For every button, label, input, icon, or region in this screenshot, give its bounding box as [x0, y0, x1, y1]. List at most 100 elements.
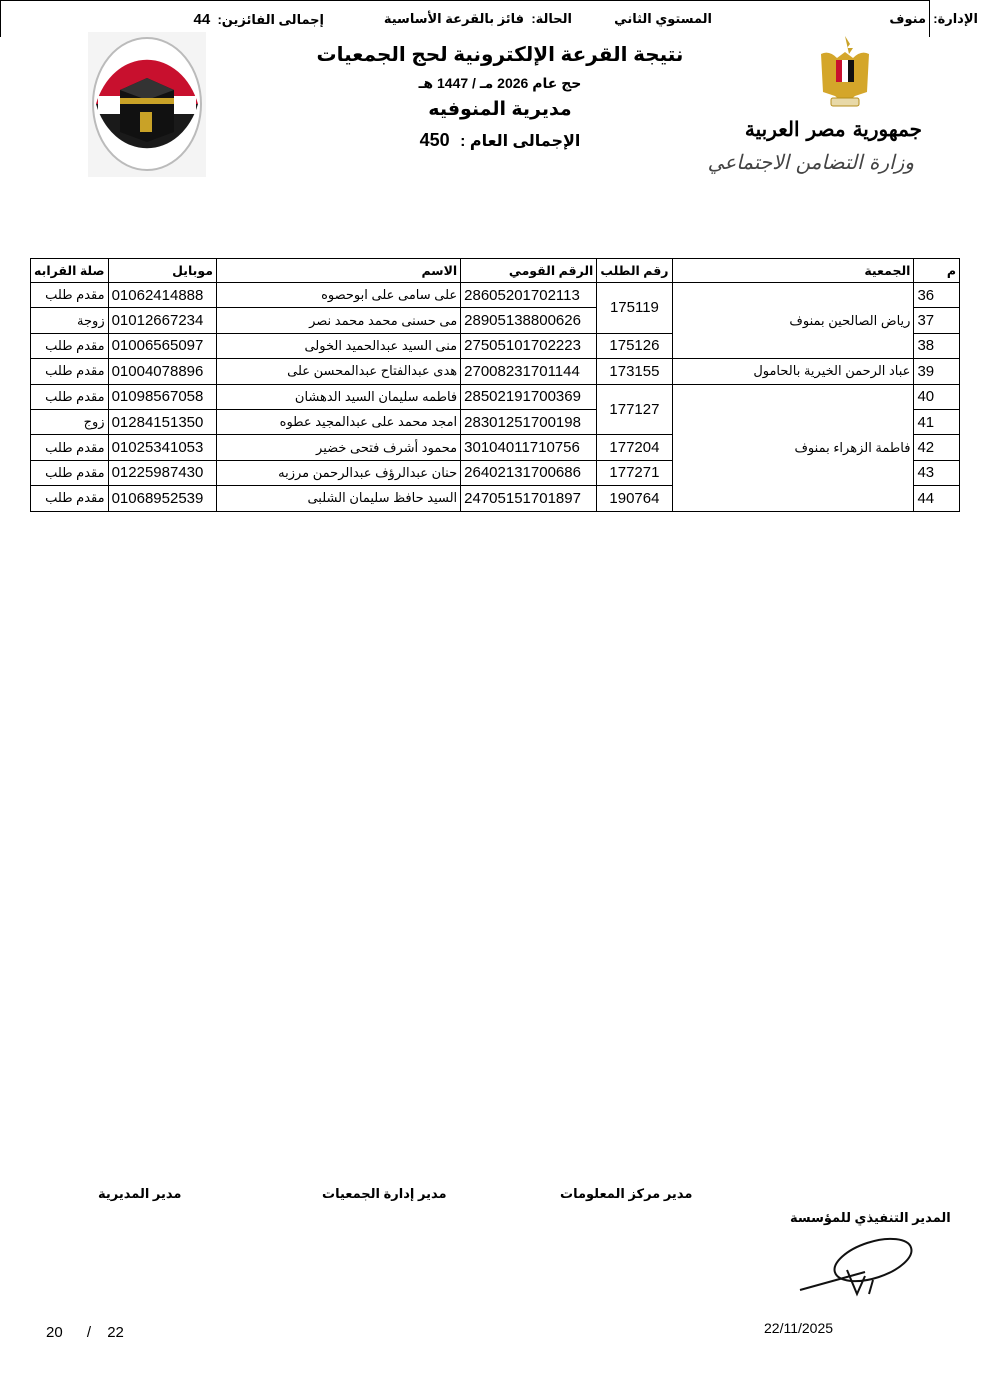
column-header: الجمعية: [671, 258, 915, 283]
page-title: نتيجة القرعة الإلكترونية لحج الجمعيات: [316, 44, 684, 66]
request-number: 190764: [596, 485, 673, 512]
person-name: منى السيد عبدالحميد الخولى: [215, 332, 462, 360]
national-id: 28301251700198: [460, 408, 598, 436]
request-number: 175126: [596, 332, 673, 360]
sig-directorate-manager: مدير المديرية: [98, 1186, 182, 1201]
person-name: محمود أشرف فتحى خضير: [215, 434, 462, 461]
grand-total-label: الإجمالى العام :: [460, 133, 581, 150]
table-row: 37 28905138800626 مى حسنى محمد محمد نصر 010…: [30, 307, 960, 334]
winners-value: 44: [193, 11, 211, 28]
person-name: فاطمه سليمان السيد الدهشان: [215, 383, 462, 410]
relation: مقدم طلب: [30, 485, 109, 512]
country-name: جمهورية مصر العربية: [744, 117, 922, 141]
directorate-name: مديرية المنوفيه: [428, 99, 572, 120]
relation: مقدم طلب: [30, 434, 109, 461]
mobile-number: 01012667234: [107, 307, 217, 334]
association-name: رياض الصالحين بمنوف: [671, 281, 915, 360]
national-id: 26402131700686: [460, 459, 598, 487]
row-number: 44: [913, 485, 960, 512]
national-id: 24705151701897: [460, 485, 598, 512]
hajj-year: حج عام 2026 مـ / 1447 هـ: [418, 75, 582, 91]
relation: زوجة: [30, 307, 109, 334]
table-row: 36 رياض الصالحين بمنوف 175119 2860520170211…: [30, 281, 960, 360]
mobile-number: 01062414888: [107, 281, 217, 309]
page-current: 20: [46, 1324, 63, 1341]
request-number: 177204: [596, 434, 673, 461]
relation: مقدم طلب: [30, 281, 109, 309]
column-header: صلة القرابه: [30, 258, 109, 283]
person-name: السيد حافظ سليمان الشلبى: [215, 485, 462, 512]
winners-label: إجمالى الفائزين:: [217, 12, 324, 27]
column-header: موبايل: [107, 258, 217, 283]
grand-total: الإجمالى العام : 450: [300, 130, 700, 151]
winners-info: إجمالى الفائزين: 44: [194, 11, 324, 28]
person-name: امجد محمد على عبدالمجيد عطوه: [215, 408, 462, 436]
row-number: 43: [913, 459, 960, 487]
row-number: 41: [913, 408, 960, 436]
signature-image: [795, 1232, 920, 1312]
request-number: 173155: [596, 358, 673, 385]
status-info: الحالة: فائز بالقرعة الأساسية: [384, 11, 572, 27]
level: المستوي الثاني: [614, 11, 712, 26]
relation: مقدم طلب: [30, 358, 109, 385]
relation: مقدم طلب: [30, 383, 109, 410]
column-header: رقم الطلب: [596, 258, 673, 283]
table-body: 36 رياض الصالحين بمنوف 175119 2860520170211…: [30, 281, 960, 512]
person-name: على سامى على ابوحصوه: [215, 281, 462, 309]
row-number: 36: [913, 281, 960, 309]
column-header: الرقم القومي: [460, 258, 598, 283]
grand-total-value: 450: [419, 130, 450, 150]
row-number: 37: [913, 307, 960, 334]
association-name: فاطمة الزهراء بمنوف: [671, 383, 915, 512]
association-name: عباد الرحمن الخيرية بالحامول: [671, 358, 915, 385]
admin-info: الإدارة: منوف: [889, 11, 978, 27]
table-row: 39 عباد الرحمن الخيرية بالحامول 173155 2700…: [30, 358, 960, 385]
person-name: مى حسنى محمد محمد نصر: [215, 307, 462, 334]
mobile-number: 01006565097: [107, 332, 217, 360]
document-date: 22/11/2025: [764, 1320, 834, 1336]
admin-value: منوف: [889, 11, 926, 26]
column-header: م: [913, 258, 960, 283]
status-value: فائز بالقرعة الأساسية: [383, 11, 525, 26]
request-number: 175119: [596, 282, 673, 334]
info-bar: الإدارة: منوف المستوي الثاني الحالة: فائ…: [0, 0, 978, 37]
row-number: 39: [913, 358, 960, 385]
admin-label: الإدارة:: [933, 11, 978, 26]
national-id: 28605201702113: [460, 281, 598, 309]
relation: مقدم طلب: [30, 459, 109, 487]
mobile-number: 01098567058: [107, 383, 217, 410]
kaaba-logo-icon: [88, 32, 206, 177]
eagle-emblem-icon: [815, 34, 875, 109]
sig-associations-manager: مدير إدارة الجمعيات: [322, 1186, 447, 1201]
mobile-number: 01284151350: [107, 408, 217, 436]
sig-executive-director: المدير التنفيذي للمؤسسة: [790, 1210, 951, 1225]
status-label: الحالة:: [531, 11, 572, 26]
column-header: الاسم: [215, 258, 462, 283]
row-number: 38: [913, 332, 960, 360]
national-id: 27505101702223: [460, 332, 598, 360]
national-id: 30104011710756: [460, 434, 598, 461]
mobile-number: 01068952539: [107, 485, 217, 512]
winners-table: م الجمعية رقم الطلب الرقم القومي الاسم موبايل…: [30, 258, 960, 512]
ministry-logo: جمهورية مصر العربية وزارة التضامن الاجتم…: [708, 34, 930, 184]
row-number: 40: [913, 383, 960, 410]
national-id: 28502191700369: [460, 383, 598, 410]
table-row: 43 177271 26402131700686 حنان عبدالرؤف عبدا…: [30, 459, 960, 487]
page-indicator: 20 / 22: [46, 1324, 124, 1341]
sig-info-center-manager: مدير مركز المعلومات: [560, 1186, 693, 1201]
mobile-number: 01004078896: [107, 358, 217, 385]
national-id: 27008231701144: [460, 358, 598, 385]
ministry-name: وزارة التضامن الاجتماعي: [707, 150, 914, 174]
relation: مقدم طلب: [30, 332, 109, 360]
table-header-row: م الجمعية رقم الطلب الرقم القومي الاسم موبايل…: [30, 258, 960, 283]
row-number: 42: [913, 434, 960, 461]
national-id: 28905138800626: [460, 307, 598, 334]
table-row: 38 175126 27505101702223 منى السيد عبدالحمي…: [30, 332, 960, 360]
request-number: 177127: [596, 383, 673, 436]
mobile-number: 01025341053: [107, 434, 217, 461]
request-number: 177271: [596, 459, 673, 487]
table-row: 44 190764 24705151701897 السيد حافظ سليمان …: [30, 485, 960, 512]
relation: زوج: [30, 408, 109, 436]
mobile-number: 01225987430: [107, 459, 217, 487]
person-name: حنان عبدالرؤف عبدالرحمن مرزبه: [215, 459, 462, 487]
